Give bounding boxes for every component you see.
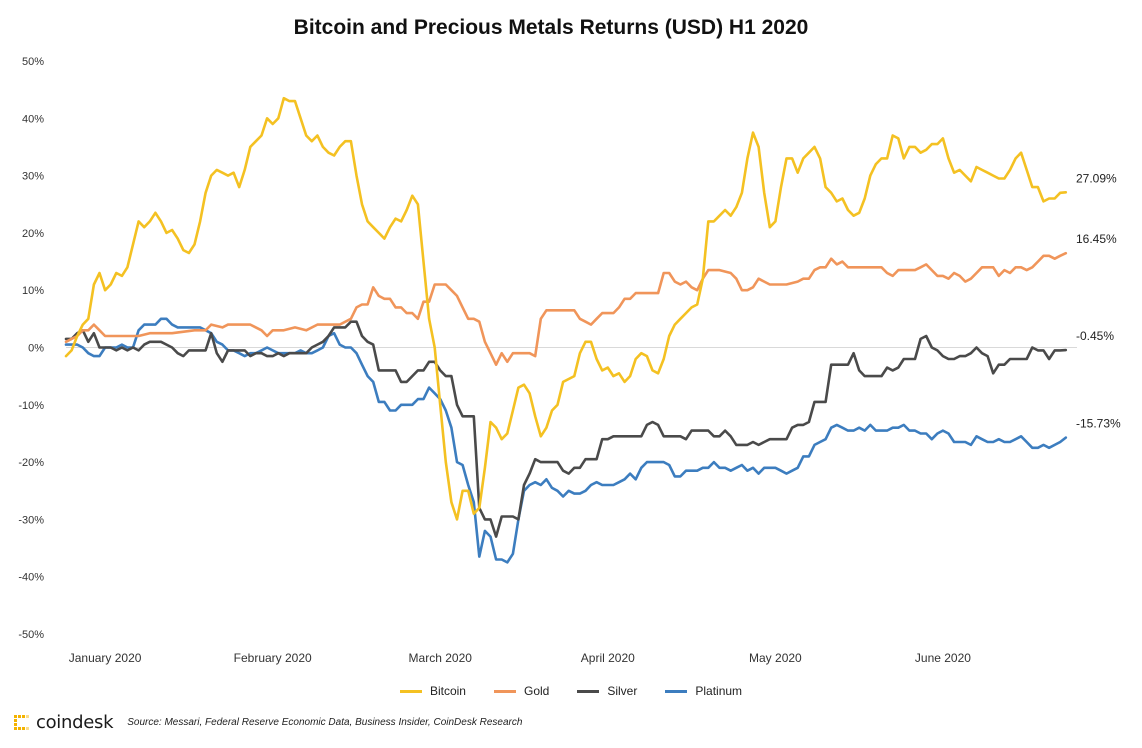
legend-swatch-platinum bbox=[665, 689, 688, 693]
end-label-gold: 16.45% bbox=[1076, 232, 1117, 246]
legend-item-bitcoin: Bitcoin bbox=[399, 684, 466, 698]
x-tick-label: February 2020 bbox=[234, 651, 312, 665]
coindesk-logo-icon bbox=[14, 714, 29, 730]
x-tick-label: January 2020 bbox=[69, 651, 142, 665]
legend: Bitcoin Gold Silver Platinum bbox=[0, 684, 1142, 698]
y-tick-label: -50% bbox=[18, 629, 44, 641]
y-tick-label: 20% bbox=[22, 228, 44, 240]
legend-item-gold: Gold bbox=[493, 684, 550, 698]
series-line-silver bbox=[64, 320, 1068, 538]
y-tick-label: 10% bbox=[22, 285, 44, 297]
legend-label-gold: Gold bbox=[523, 684, 550, 698]
legend-label-silver: Silver bbox=[607, 684, 638, 698]
coindesk-logo-text: coindesk bbox=[36, 712, 114, 733]
coindesk-logo[interactable]: coindesk bbox=[14, 712, 114, 733]
legend-label-bitcoin: Bitcoin bbox=[429, 684, 466, 698]
y-tick-label: -30% bbox=[18, 514, 44, 526]
chart-title: Bitcoin and Precious Metals Returns (USD… bbox=[293, 16, 809, 39]
y-axis-labels: 50% 40% 30% 20% 10% 0% -10% -20% -30% -40% -50% bbox=[18, 56, 44, 641]
y-tick-label: -20% bbox=[18, 457, 44, 469]
source-note: Source: Messari, Federal Reserve Economi… bbox=[127, 717, 523, 728]
legend-swatch-gold bbox=[493, 689, 516, 693]
y-tick-label: 30% bbox=[22, 171, 44, 183]
legend-item-platinum: Platinum bbox=[665, 684, 742, 698]
end-label-platinum: -15.73% bbox=[1076, 417, 1121, 431]
y-tick-label: 50% bbox=[22, 56, 44, 68]
legend-item-silver: Silver bbox=[577, 684, 637, 698]
legend-label-platinum: Platinum bbox=[695, 684, 743, 698]
y-tick-label: 0% bbox=[28, 343, 44, 355]
legend-swatch-silver bbox=[577, 689, 600, 693]
x-tick-label: April 2020 bbox=[581, 651, 635, 665]
end-labels: 27.09% 16.45% -0.45% -15.73% bbox=[1076, 171, 1121, 430]
end-label-silver: -0.45% bbox=[1076, 329, 1114, 343]
series-line-bitcoin bbox=[64, 96, 1068, 521]
y-tick-label: -10% bbox=[18, 400, 44, 412]
series-lines bbox=[64, 96, 1068, 564]
y-tick-label: -40% bbox=[18, 572, 44, 584]
legend-swatch-bitcoin bbox=[399, 689, 422, 693]
x-tick-label: June 2020 bbox=[915, 651, 971, 665]
series-line-gold bbox=[64, 251, 1068, 366]
x-axis-labels: January 2020 February 2020 March 2020 April… bbox=[69, 651, 972, 665]
x-tick-label: May 2020 bbox=[749, 651, 802, 665]
y-tick-label: 40% bbox=[22, 113, 44, 125]
x-tick-label: March 2020 bbox=[409, 651, 473, 665]
end-label-bitcoin: 27.09% bbox=[1076, 171, 1117, 185]
footer: coindesk Source: Messari, Federal Reserv… bbox=[14, 712, 522, 733]
